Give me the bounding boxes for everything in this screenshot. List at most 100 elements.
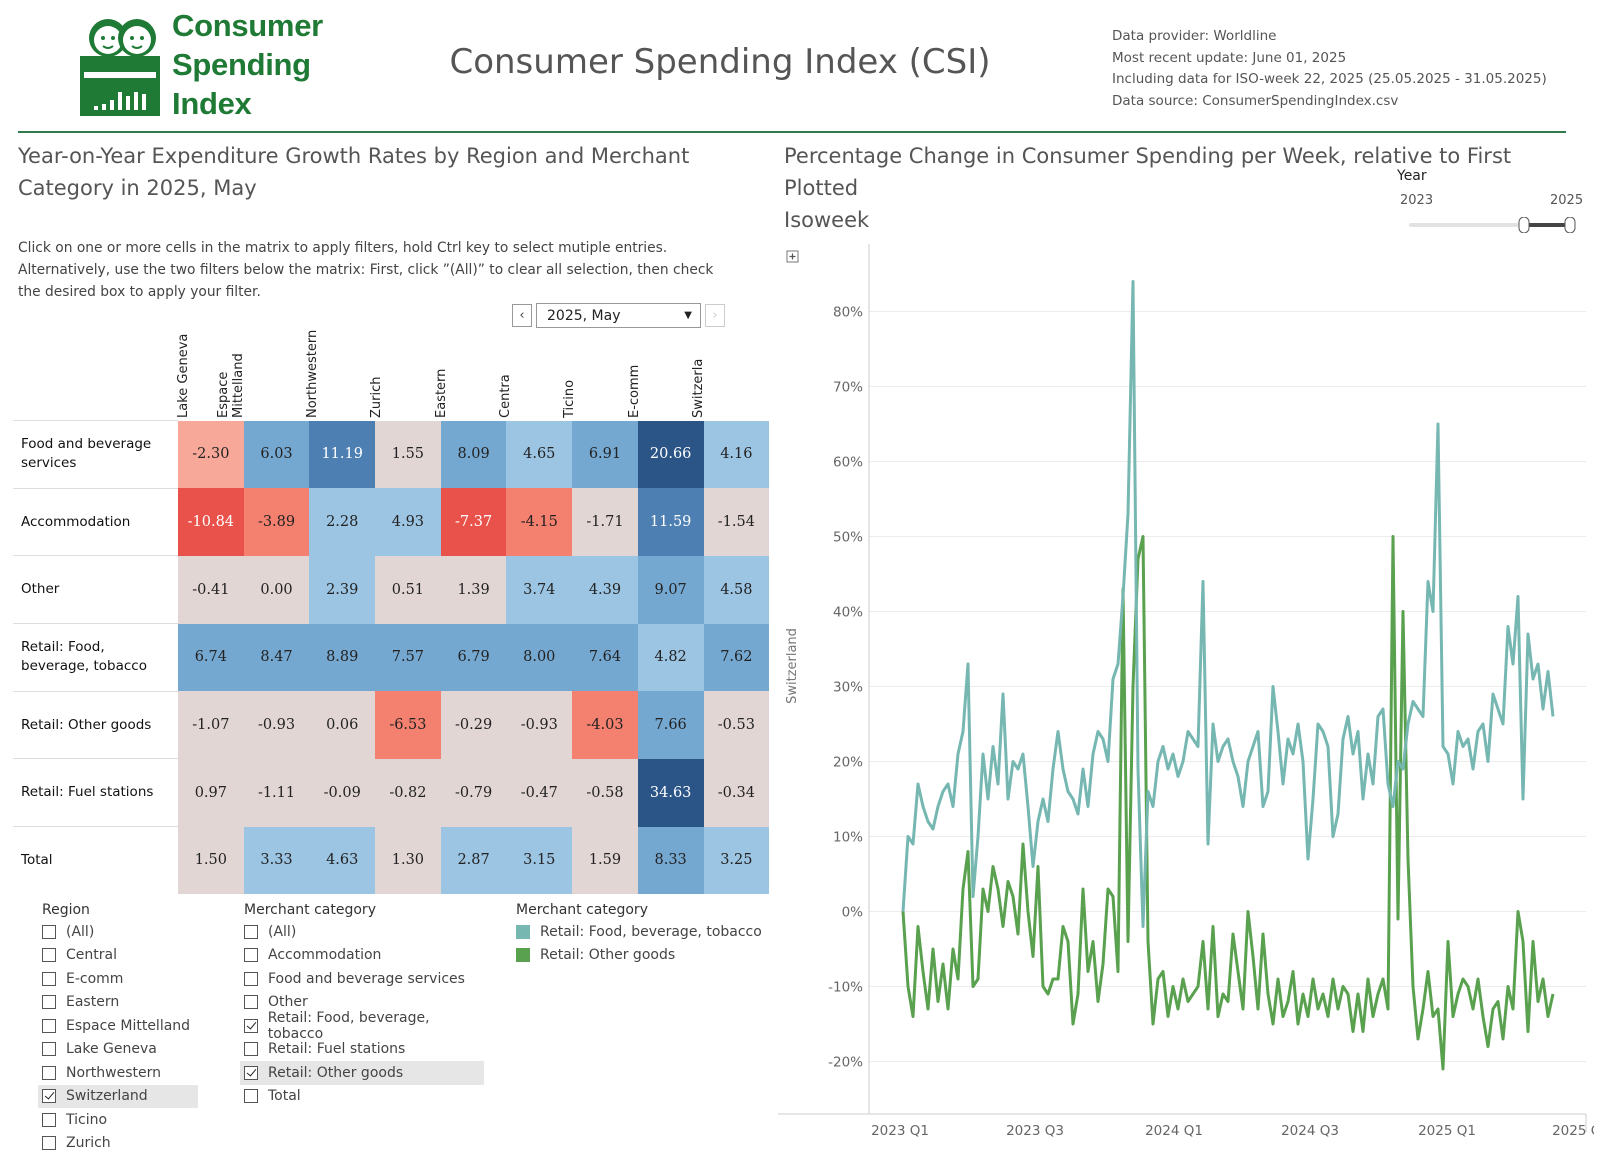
checkbox-icon[interactable]	[42, 995, 56, 1010]
region-option[interactable]: Espace Mittelland	[38, 1014, 198, 1038]
checkbox-icon[interactable]	[42, 1136, 56, 1151]
checkbox-icon[interactable]	[244, 948, 258, 963]
matrix-cell[interactable]: 6.79	[440, 623, 507, 692]
column-header[interactable]: Switzerla	[673, 322, 739, 422]
matrix-cell[interactable]: 1.55	[375, 420, 441, 489]
matrix-row-label[interactable]: Retail: Fuel stations	[13, 758, 178, 827]
checkbox-icon[interactable]	[244, 995, 258, 1010]
checkbox-icon[interactable]	[244, 1089, 258, 1104]
series-line-1[interactable]	[901, 535, 1555, 1071]
matrix-cell[interactable]: -0.79	[440, 758, 507, 827]
matrix-cell[interactable]: 1.50	[178, 826, 244, 894]
merchant-option[interactable]: Other	[240, 991, 484, 1015]
matrix-cell[interactable]: 1.39	[440, 555, 507, 624]
matrix-cell[interactable]: 4.82	[637, 623, 704, 692]
matrix-cell[interactable]: 2.28	[309, 488, 376, 556]
matrix-cell[interactable]: -1.54	[703, 488, 770, 556]
matrix-cell[interactable]: 6.91	[572, 420, 638, 489]
merchant-option[interactable]: Food and beverage services	[240, 967, 484, 991]
checkbox-icon[interactable]	[42, 1018, 56, 1033]
column-header[interactable]: Ticino	[544, 322, 610, 422]
region-option[interactable]: Ticino	[38, 1108, 198, 1132]
matrix-cell[interactable]: 11.19	[309, 420, 376, 489]
matrix-cell[interactable]: 8.33	[637, 826, 704, 894]
matrix-cell[interactable]: 3.15	[506, 826, 573, 894]
matrix-cell[interactable]: 7.57	[375, 623, 441, 692]
region-option[interactable]: Zurich	[38, 1132, 198, 1156]
region-option[interactable]: Switzerland	[38, 1084, 198, 1108]
checkbox-icon[interactable]	[42, 924, 56, 939]
matrix-cell[interactable]: -0.93	[243, 691, 310, 759]
merchant-option[interactable]: (All)	[240, 920, 484, 944]
merchant-option[interactable]: Accommodation	[240, 944, 484, 968]
matrix-cell[interactable]: -4.15	[506, 488, 573, 556]
checkbox-icon[interactable]	[42, 1065, 56, 1080]
matrix-cell[interactable]: -0.93	[506, 691, 573, 759]
previous-period-button[interactable]: ‹	[512, 304, 532, 327]
merchant-option[interactable]: Total	[240, 1085, 484, 1109]
next-period-button[interactable]: ›	[705, 304, 725, 327]
matrix-cell[interactable]: -1.11	[243, 758, 310, 827]
plus-box-icon[interactable]	[786, 250, 799, 263]
matrix-cell[interactable]: 2.87	[440, 826, 507, 894]
matrix-cell[interactable]: 3.33	[243, 826, 310, 894]
matrix-row-label[interactable]: Retail: Food, beverage, tobacco	[13, 623, 178, 692]
matrix-cell[interactable]: 20.66	[637, 420, 704, 489]
checkbox-icon[interactable]	[42, 971, 56, 986]
merchant-option[interactable]: Retail: Food, beverage, tobacco	[240, 1010, 484, 1042]
matrix-cell[interactable]: -0.29	[440, 691, 507, 759]
checkbox-icon[interactable]	[244, 924, 258, 939]
matrix-cell[interactable]: -4.03	[572, 691, 638, 759]
matrix-cell[interactable]: -0.58	[572, 758, 638, 827]
matrix-cell[interactable]: 11.59	[637, 488, 704, 556]
matrix-cell[interactable]: 0.06	[309, 691, 376, 759]
matrix-cell[interactable]: 4.63	[309, 826, 376, 894]
region-option[interactable]: Central	[38, 944, 198, 968]
matrix-cell[interactable]: 8.00	[506, 623, 573, 692]
matrix-cell[interactable]: 1.59	[572, 826, 638, 894]
matrix-cell[interactable]: -0.34	[703, 758, 770, 827]
column-header[interactable]: E-comm	[609, 322, 675, 422]
matrix-cell[interactable]: 1.30	[375, 826, 441, 894]
matrix-row-label[interactable]: Accommodation	[13, 487, 178, 556]
matrix-cell[interactable]: 4.16	[703, 420, 770, 489]
column-header[interactable]: Northwestern	[287, 322, 353, 422]
matrix-cell[interactable]: -2.30	[178, 420, 244, 489]
checkbox-icon[interactable]	[42, 1112, 56, 1127]
checkbox-icon[interactable]	[42, 948, 56, 963]
slider-start-handle[interactable]	[1518, 217, 1530, 233]
matrix-cell[interactable]: -10.84	[178, 488, 244, 556]
matrix-row-label[interactable]: Total	[13, 826, 178, 894]
column-header[interactable]: Espace Mittelland	[216, 322, 288, 422]
matrix-cell[interactable]: 4.93	[375, 488, 441, 556]
matrix-cell[interactable]: -0.82	[375, 758, 441, 827]
matrix-cell[interactable]: 4.65	[506, 420, 573, 489]
merchant-option[interactable]: Retail: Other goods	[240, 1061, 484, 1085]
matrix-cell[interactable]: -0.53	[703, 691, 770, 759]
legend-item[interactable]: Retail: Other goods	[516, 944, 762, 968]
matrix-cell[interactable]: -3.89	[243, 488, 310, 556]
matrix-cell[interactable]: 4.39	[572, 555, 638, 624]
matrix-cell[interactable]: 7.66	[637, 691, 704, 759]
matrix-cell[interactable]: 6.03	[243, 420, 310, 489]
checkbox-icon[interactable]	[244, 1042, 258, 1057]
series-line-0[interactable]	[901, 280, 1555, 928]
matrix-cell[interactable]: -0.09	[309, 758, 376, 827]
checkbox-checked-icon[interactable]	[244, 1065, 258, 1080]
matrix-cell[interactable]: 4.58	[703, 555, 770, 624]
checkbox-icon[interactable]	[244, 971, 258, 986]
region-option[interactable]: (All)	[38, 920, 198, 944]
period-dropdown[interactable]: 2025, May ▼	[536, 303, 701, 328]
matrix-cell[interactable]: 34.63	[637, 758, 704, 827]
column-header[interactable]: Lake Geneva	[158, 322, 224, 422]
column-header[interactable]: Centra	[480, 322, 546, 422]
matrix-cell[interactable]: 8.89	[309, 623, 376, 692]
matrix-cell[interactable]: -6.53	[375, 691, 441, 759]
matrix-cell[interactable]: 0.97	[178, 758, 244, 827]
matrix-cell[interactable]: 2.39	[309, 555, 376, 624]
matrix-cell[interactable]: -0.41	[178, 555, 244, 624]
year-range-slider[interactable]	[1409, 217, 1579, 233]
region-option[interactable]: E-comm	[38, 967, 198, 991]
region-option[interactable]: Northwestern	[38, 1061, 198, 1085]
matrix-cell[interactable]: 8.47	[243, 623, 310, 692]
